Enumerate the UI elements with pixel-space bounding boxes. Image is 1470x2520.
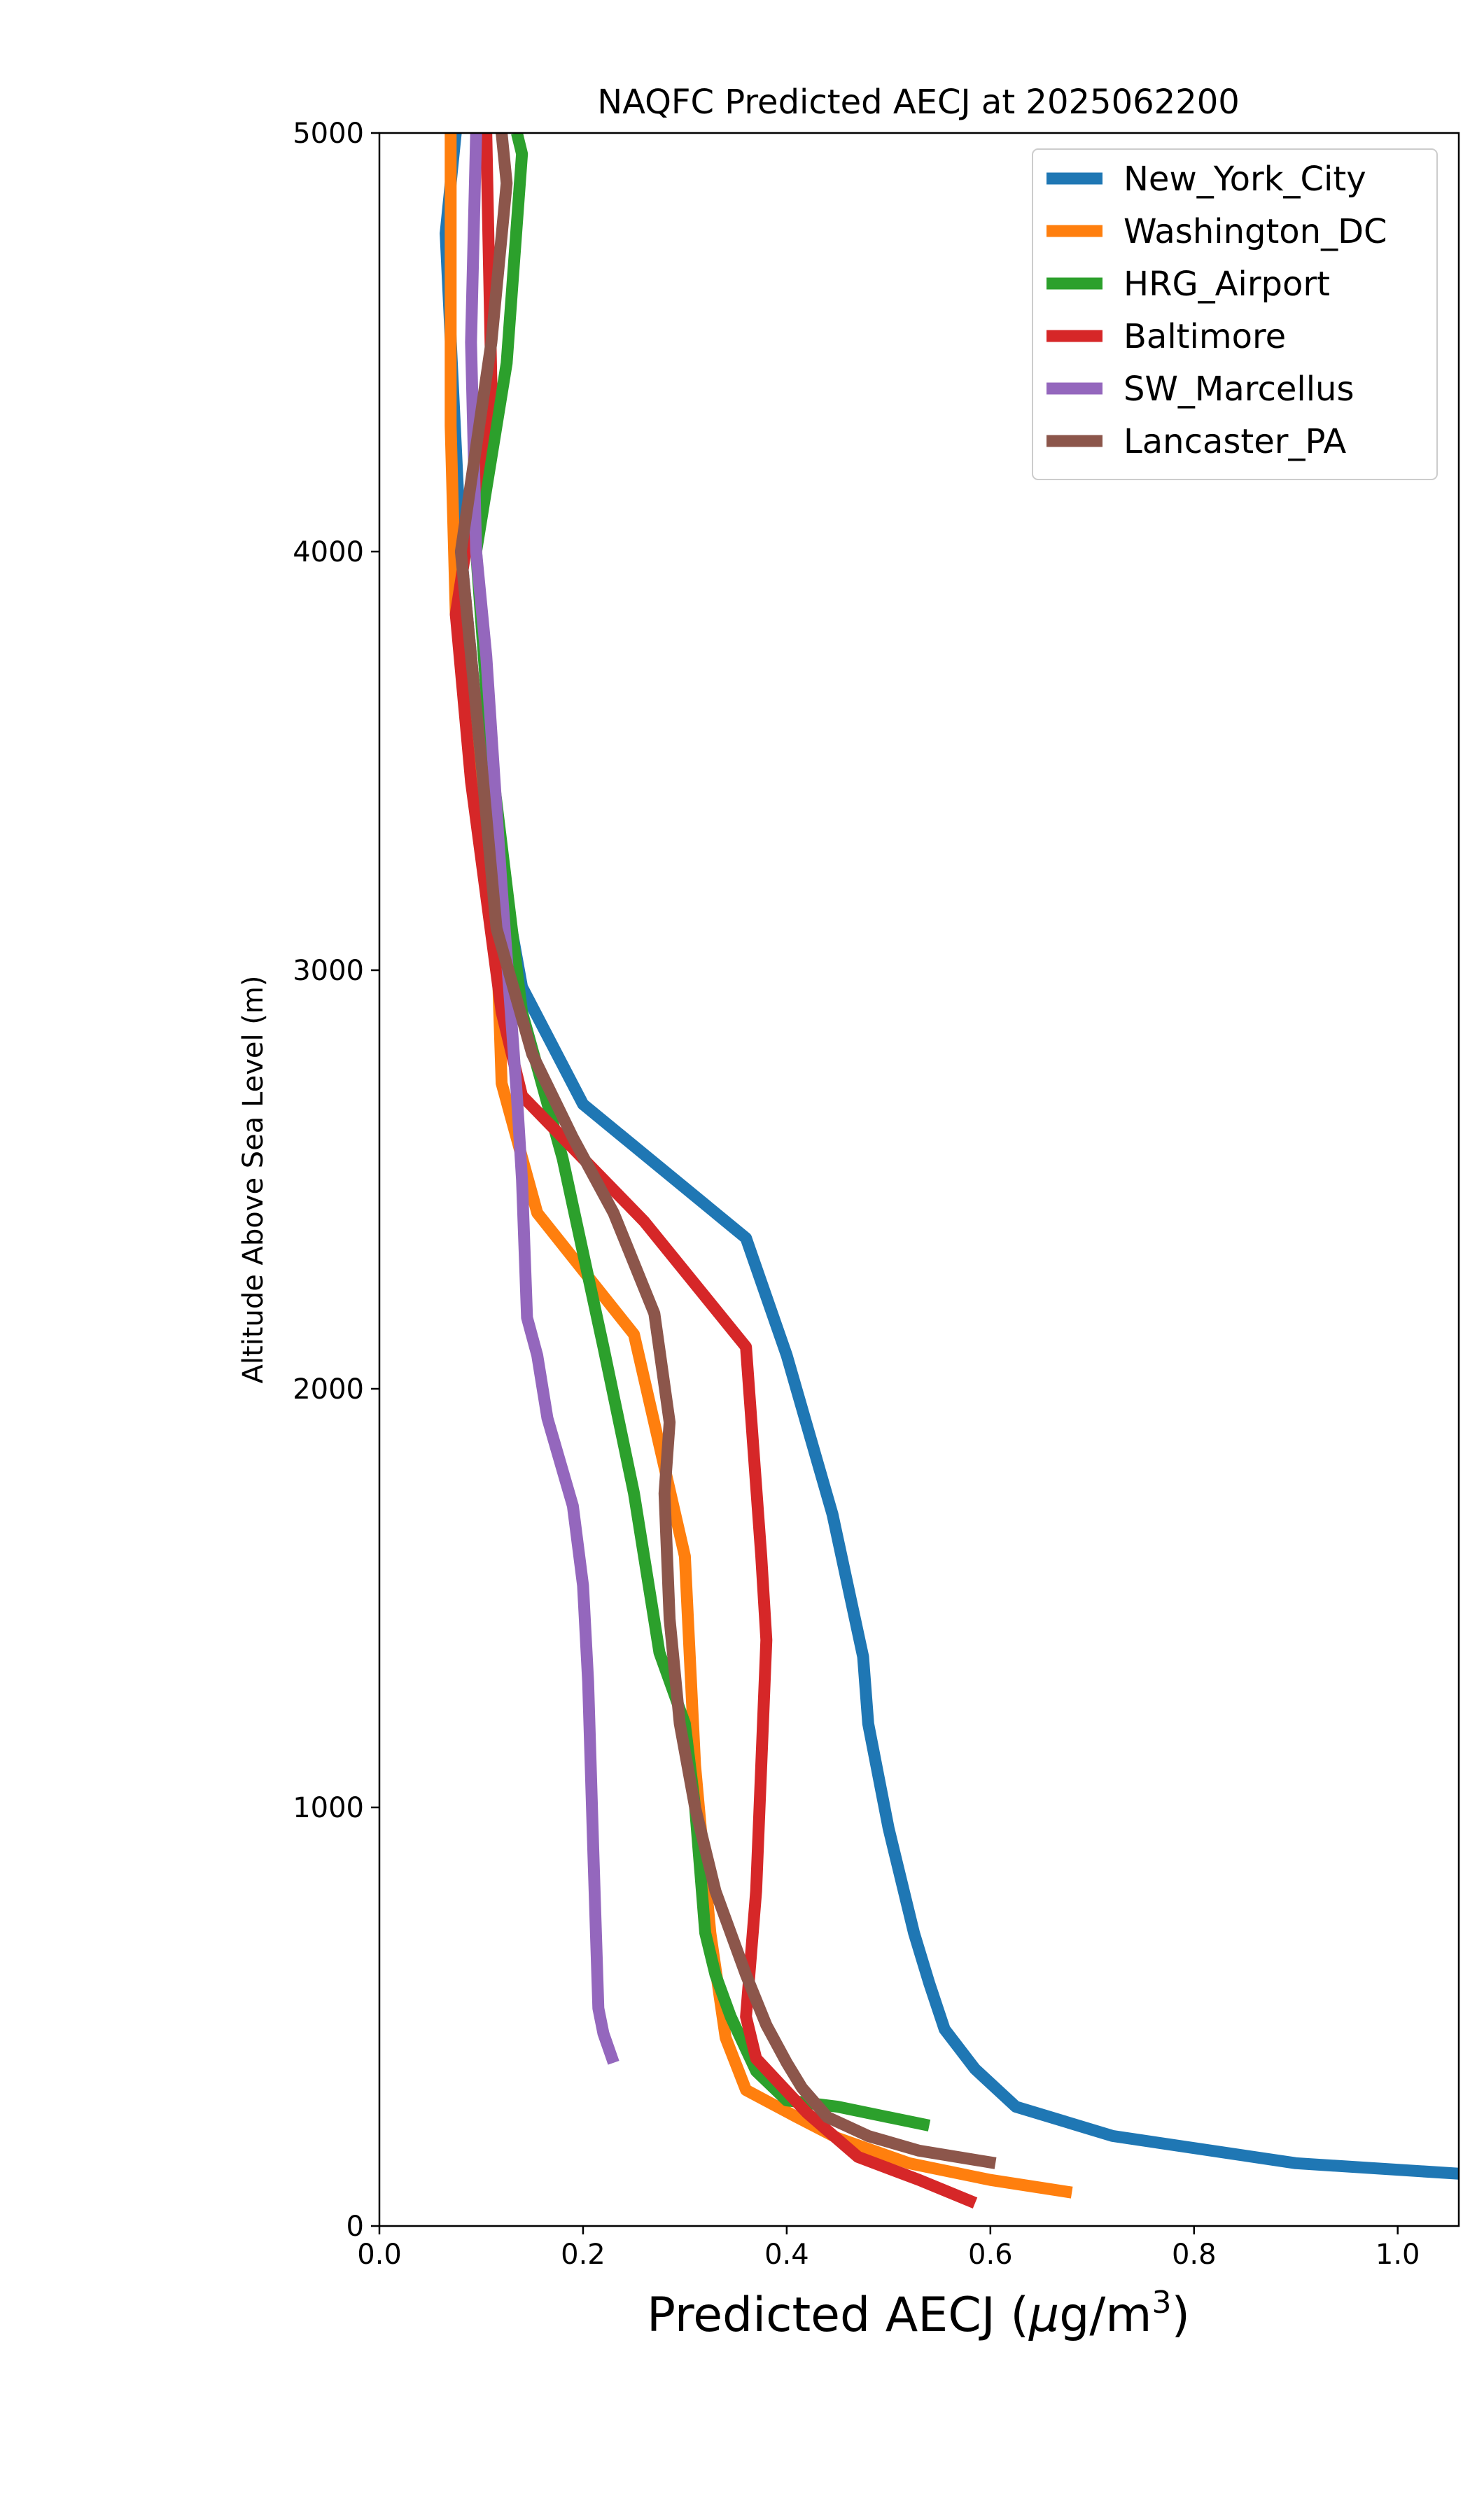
x-tick-label: 0.8 xyxy=(1172,2239,1217,2271)
y-tick-label: 0 xyxy=(346,2211,364,2243)
y-tick-label: 4000 xyxy=(293,536,364,568)
chart-title: NAQFC Predicted AECJ at 2025062200 xyxy=(597,83,1240,122)
y-tick-label: 5000 xyxy=(293,118,364,150)
series-line-baltimore xyxy=(449,133,978,2208)
x-tick-label: 0.6 xyxy=(968,2239,1013,2271)
x-tick-label: 1.0 xyxy=(1376,2239,1420,2271)
x-axis: 0.0 0.2 0.4 0.6 0.8 1.0 xyxy=(357,2226,1420,2271)
y-axis-label: Altitude Above Sea Level (m) xyxy=(237,976,270,1384)
series-line-lancaster-pa xyxy=(454,133,997,2169)
y-tick-label: 3000 xyxy=(293,955,364,987)
axes-frame xyxy=(378,132,1460,2227)
legend-label-hrg-airport: HRG_Airport xyxy=(1124,265,1330,304)
x-tick-label: 0.4 xyxy=(764,2239,809,2271)
series-line-sw-marcellus xyxy=(465,133,620,2065)
legend-box xyxy=(1032,148,1438,480)
legend-items: New_York_City Washington_DC HRG_Airport Bal… xyxy=(1046,160,1387,461)
plot-area xyxy=(378,132,1460,2227)
x-tick-label: 0.2 xyxy=(561,2239,606,2271)
legend-label-lancaster-pa: Lancaster_PA xyxy=(1124,422,1346,461)
legend-label-baltimore: Baltimore xyxy=(1124,317,1286,356)
legend-label-washington-dc: Washington_DC xyxy=(1124,212,1387,251)
y-tick-label: 1000 xyxy=(293,1792,364,1824)
y-axis: 0 1000 2000 3000 4000 5000 xyxy=(293,118,379,2243)
y-tick-label: 2000 xyxy=(293,1373,364,1406)
x-axis-label: Predicted AECJ (μg/m3) xyxy=(647,2285,1190,2343)
legend-label-new-york-city: New_York_City xyxy=(1124,160,1366,199)
series-layer xyxy=(440,133,1459,2208)
legend: New_York_City Washington_DC HRG_Airport Bal… xyxy=(1032,148,1438,480)
legend-label-sw-marcellus: SW_Marcellus xyxy=(1124,370,1354,409)
x-tick-label: 0.0 xyxy=(357,2239,402,2271)
